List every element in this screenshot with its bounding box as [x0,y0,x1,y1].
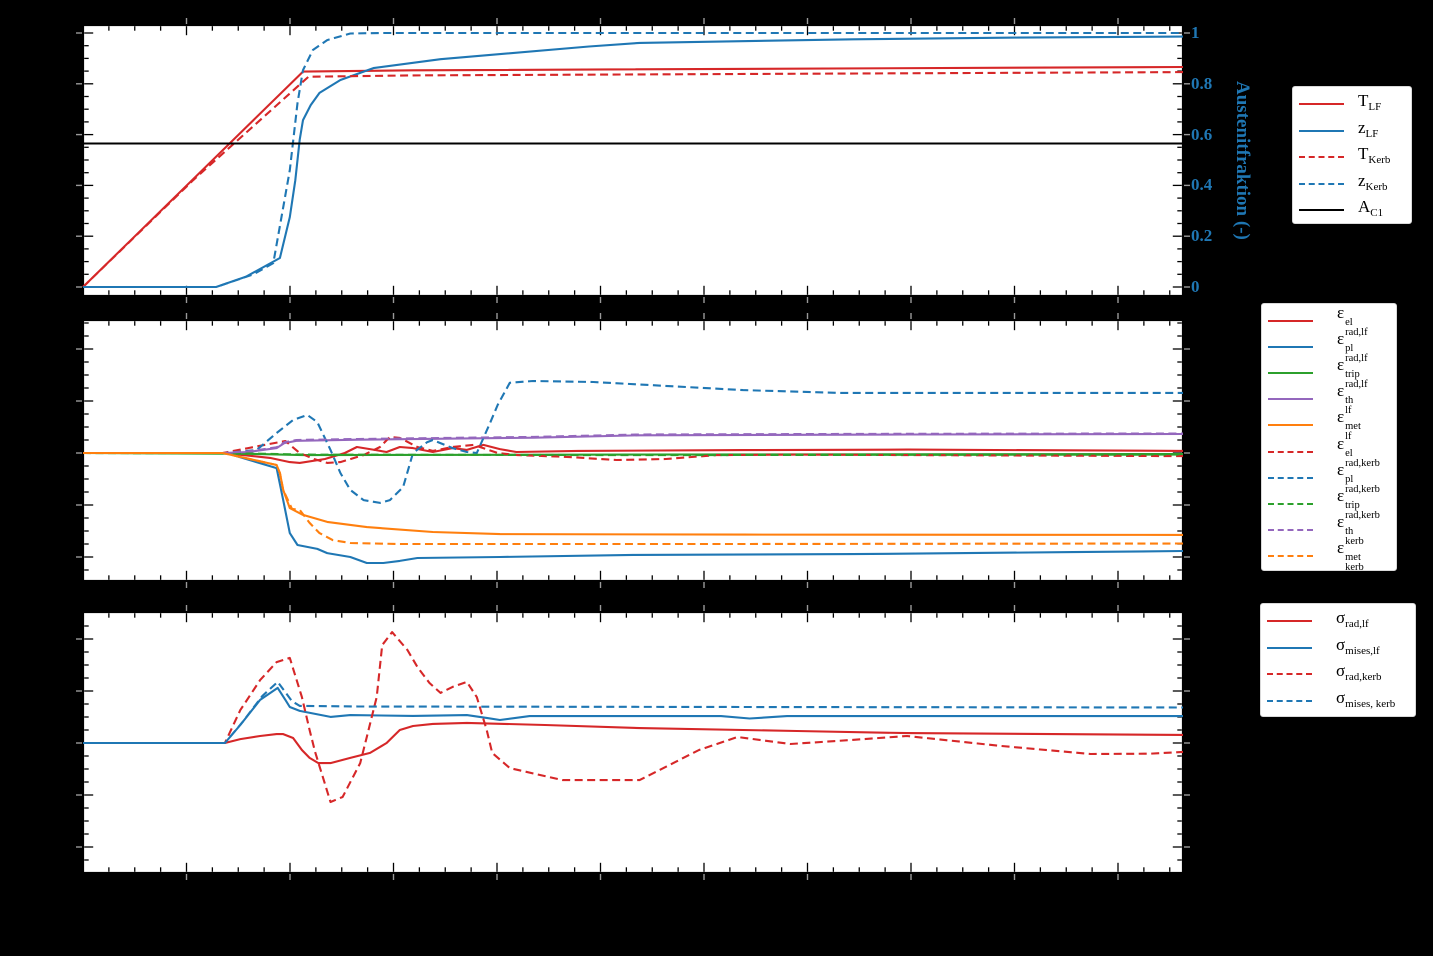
legend-label: σrad,lf [1336,608,1369,631]
legend-label: ε trip rad,lf [1337,355,1368,391]
legend-label: σmises,lf [1336,634,1380,657]
legend-label: TLF [1358,91,1382,114]
legend-line-sample [1268,528,1313,531]
legend-line-sample [1268,502,1313,505]
legend-line-sample [1268,320,1313,323]
legend-line-sample [1268,372,1313,375]
legend-item-strain-3: ε th lf [1268,382,1390,416]
legend-item-strain-8: ε th kerb [1268,513,1390,547]
legend-label: ε th lf [1337,381,1354,417]
legend-label: ε pl rad,kerb [1337,459,1380,495]
series-eps_pl_rad_kerb [83,379,1183,504]
right-axis-tick-label: 0.8 [1191,73,1213,93]
legend-item-temperature-1: zLF [1299,118,1405,145]
series-sigma_rad_lf [83,721,1184,765]
legend-line-sample [1299,209,1344,212]
legend-line-sample [1267,646,1312,649]
legend-label: σrad,kerb [1336,661,1382,684]
legend-temperature: TLF zLF TKerb zKerb AC1 [1292,86,1412,224]
legend-line-sample [1299,156,1344,159]
legend-line-sample [1268,424,1313,427]
legend-item-stress-0: σrad,lf [1267,608,1409,635]
legend-label: σmises, kerb [1336,687,1396,710]
legend-label: zKerb [1358,170,1388,193]
legend-label: ε pl rad,lf [1337,329,1368,365]
legend-item-strain-9: ε met kerb [1268,539,1390,573]
legend-item-strain-6: ε pl rad,kerb [1268,461,1390,494]
legend-item-strain-5: ε el rad,kerb [1268,435,1390,468]
series-sigma_mises_lf [83,686,1183,745]
right-axis-tick-label: 0.2 [1191,226,1213,246]
series-eps_trip_rad_kerb [82,451,1184,457]
legend-line-sample [1267,699,1312,702]
legend-line-sample [1268,398,1313,401]
legend-line-sample [1299,103,1344,106]
legend-item-stress-1: σmises,lf [1267,635,1409,662]
legend-item-temperature-4: AC1 [1299,197,1405,224]
strain-plot [76,313,1190,588]
right-axis-tick-label: 1 [1191,23,1200,42]
series-z_LF [83,35,1184,289]
series-sigma_rad_kerb [83,631,1184,804]
legend-line-sample [1267,620,1312,623]
series-sigma_mises_kerb [83,680,1184,745]
legend-line-sample [1268,450,1313,453]
right-axis-tick-label: 0.6 [1191,124,1213,144]
legend-label: ε trip rad,kerb [1337,485,1380,521]
right-axis-tick-label: 0 [1191,277,1200,296]
series-eps_el_rad_kerb [83,435,1184,464]
legend-strain: ε el rad,lf ε pl rad,lf ε trip rad,lf ε th lf ε met lf… [1261,303,1397,573]
legend-label: ε met lf [1337,407,1361,443]
legend-item-strain-4: ε met lf [1268,408,1390,442]
legend-item-strain-2: ε trip rad,lf [1268,356,1390,390]
legend-label: ε el rad,lf [1337,303,1368,339]
series-eps_pl_rad_lf [83,451,1184,565]
legend-label: ε el rad,kerb [1337,433,1380,469]
legend-line-sample [1268,476,1313,479]
legend-item-stress-2: σrad,kerb [1267,661,1409,688]
series-z_Kerb [83,31,1183,289]
legend-line-sample [1268,346,1313,349]
legend-line-sample [1299,129,1344,132]
legend-item-stress-3: σmises, kerb [1267,688,1409,715]
legend-line-sample [1267,673,1312,676]
legend-label: TKerb [1358,144,1391,167]
legend-item-temperature-2: TKerb [1299,144,1405,171]
series-eps_el_rad_lf [83,443,1184,464]
legend-label: ε met kerb [1337,537,1364,573]
stress-plot [76,605,1190,880]
legend-line-sample [1299,182,1344,185]
legend-stress: σrad,lf σmises,lf σrad,kerb σmises, kerb [1260,603,1416,717]
legend-label: zLF [1358,117,1379,140]
right-axis-tick-label: 0.4 [1191,175,1213,195]
temperature-austenite-plot [76,18,1190,303]
legend-item-temperature-3: zKerb [1299,171,1405,198]
legend-label: ε th kerb [1337,511,1364,547]
series-T_Kerb [82,71,1184,288]
legend-line-sample [1268,554,1313,557]
legend-item-temperature-0: TLF [1299,91,1405,118]
legend-label: AC1 [1358,197,1384,220]
series-eps_met_kerb [83,451,1184,546]
right-axis-title: Austenitfraktion (-) [1232,81,1253,240]
legend-item-strain-0: ε el rad,lf [1268,304,1390,338]
series-eps_th_kerb [83,432,1184,455]
legend-item-strain-1: ε pl rad,lf [1268,330,1390,364]
legend-item-strain-7: ε trip rad,kerb [1268,487,1390,520]
